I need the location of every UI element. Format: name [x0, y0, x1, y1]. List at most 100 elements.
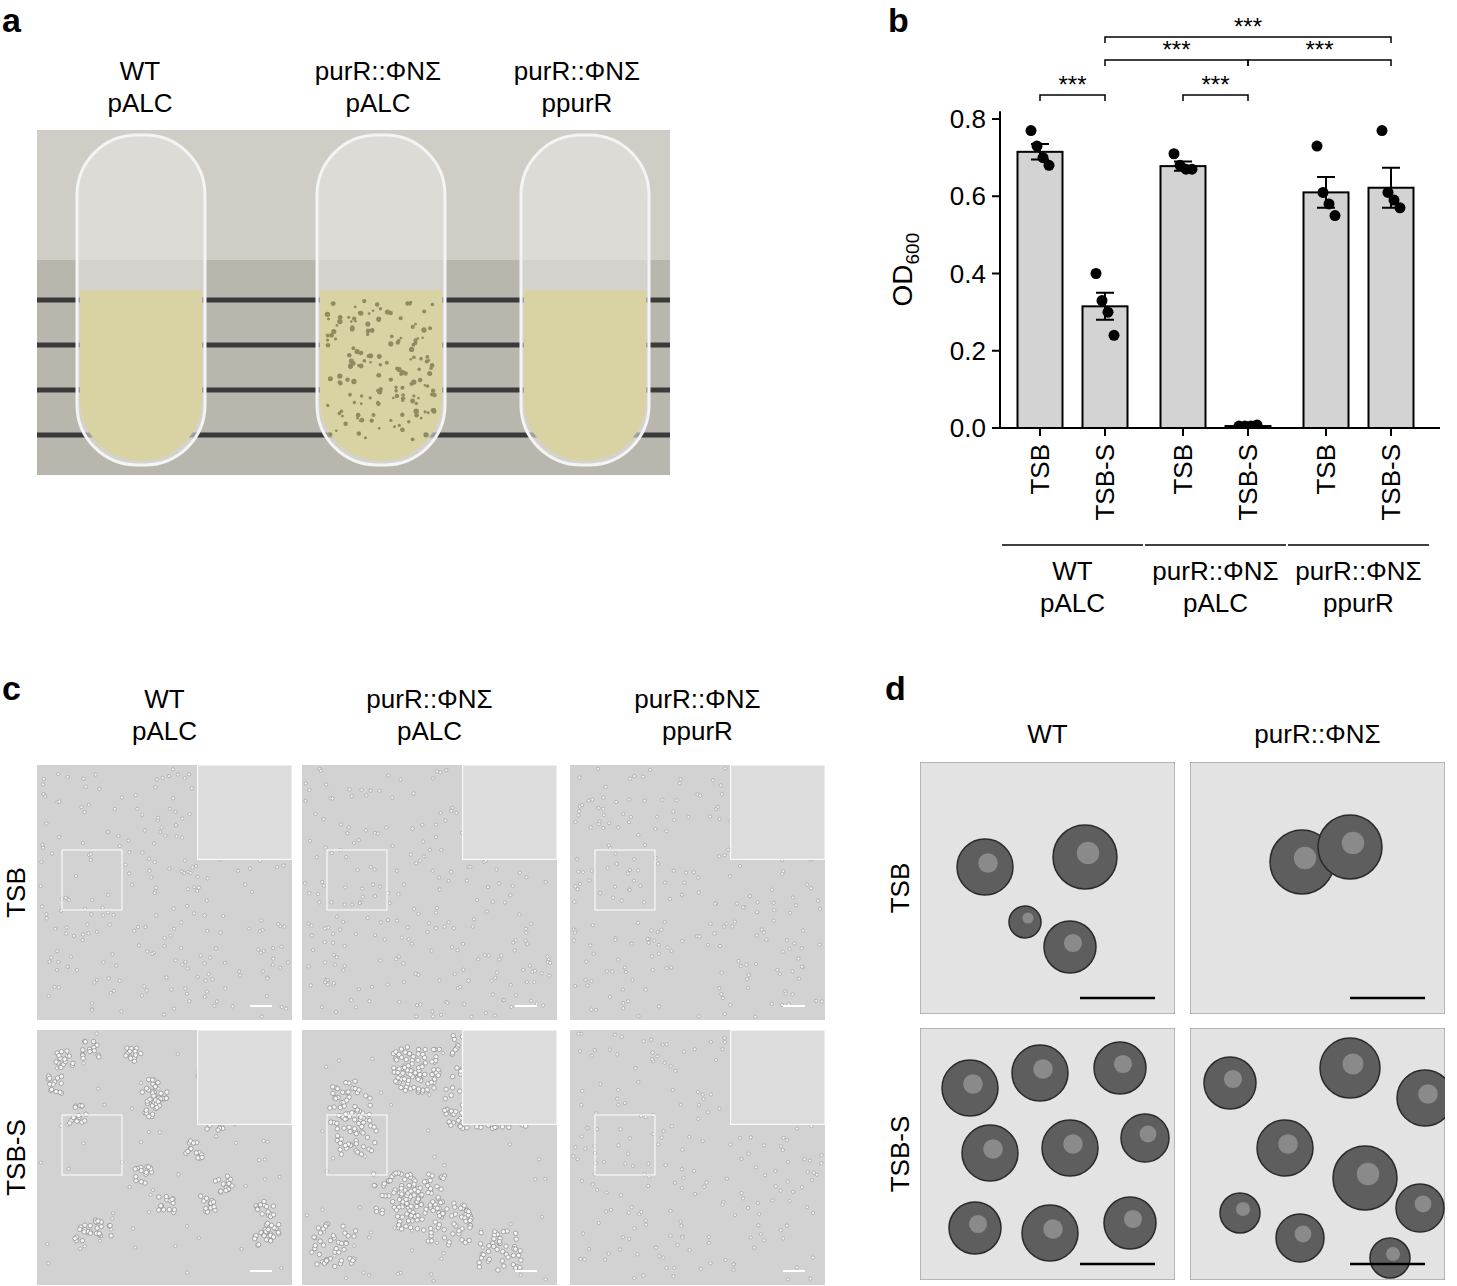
cell [637, 1014, 640, 1017]
cell [508, 1143, 511, 1146]
cell [322, 818, 325, 821]
cell [716, 805, 719, 808]
cell [373, 934, 376, 937]
cell [419, 1202, 423, 1206]
column-label: pALC [132, 716, 197, 746]
cell [165, 976, 168, 979]
x-tick-label: TSB [1311, 444, 1341, 495]
cell [74, 875, 77, 878]
cell [280, 1266, 283, 1269]
cell [442, 1228, 446, 1232]
cell [339, 1241, 343, 1245]
y-axis [999, 111, 1001, 428]
cell [816, 899, 819, 902]
cell [465, 879, 468, 882]
cell [120, 796, 123, 799]
cell [171, 1197, 175, 1201]
cell [333, 1096, 337, 1100]
cell [362, 1271, 365, 1274]
cell [444, 819, 447, 822]
data-point [1109, 330, 1120, 341]
cell [493, 1014, 496, 1017]
cell [185, 992, 188, 995]
cell [148, 1097, 152, 1101]
cell [330, 901, 333, 904]
cell [133, 1053, 137, 1057]
cell [544, 1278, 547, 1281]
cell [238, 970, 241, 973]
cell [357, 839, 360, 842]
cell [352, 842, 355, 845]
cell [379, 921, 382, 924]
cell [81, 1048, 85, 1052]
cell [328, 1106, 332, 1110]
cell [342, 1126, 346, 1130]
cell [464, 1219, 468, 1223]
cell [255, 1207, 259, 1211]
cell [403, 1088, 407, 1092]
cell [67, 898, 70, 901]
cell [428, 1093, 431, 1096]
aggregate [411, 325, 415, 329]
cell [344, 1098, 348, 1102]
cell [491, 900, 494, 903]
aggregate [431, 389, 435, 393]
cell [115, 964, 118, 967]
significance-label: *** [1234, 13, 1262, 40]
cell [157, 816, 160, 819]
cell [321, 1243, 325, 1247]
cell [137, 925, 140, 928]
cell [405, 1212, 409, 1216]
cell [631, 978, 634, 981]
cell [327, 926, 330, 929]
cell [364, 1094, 368, 1098]
cell [91, 898, 94, 901]
cell [404, 1057, 408, 1061]
cell [428, 1178, 432, 1182]
aggregate [427, 371, 432, 376]
cell [435, 770, 438, 773]
cell [477, 1265, 481, 1269]
aggregate [417, 368, 420, 371]
cell [502, 999, 505, 1002]
aggregate [421, 327, 426, 332]
y-tick [992, 427, 1000, 429]
cell [586, 984, 589, 987]
cell [538, 1158, 541, 1161]
aggregate [369, 396, 372, 399]
cell [442, 1252, 445, 1255]
data-point [1324, 198, 1335, 209]
cell [326, 978, 329, 981]
y-axis-label-subscript: 600 [902, 233, 923, 265]
cell [324, 927, 327, 930]
cell [339, 1137, 343, 1141]
aggregate [326, 404, 329, 407]
x-tick-label: TSB [1168, 444, 1198, 495]
cell [78, 1227, 82, 1231]
cell [385, 826, 388, 829]
cell [65, 932, 68, 935]
cell [654, 827, 657, 830]
cell [466, 1209, 470, 1213]
cell [373, 895, 376, 898]
micrograph [302, 765, 557, 1020]
group-label: WT [1052, 556, 1093, 586]
cell [152, 842, 155, 845]
cell [495, 868, 498, 871]
cell [211, 1200, 215, 1204]
aggregate [357, 364, 360, 367]
aggregate [335, 429, 338, 432]
cell [755, 962, 758, 965]
cell [410, 942, 413, 945]
cell [797, 957, 800, 960]
cell [339, 1259, 343, 1263]
cell [429, 1239, 433, 1243]
aggregate [366, 329, 371, 334]
cell [373, 831, 376, 834]
cell [310, 924, 313, 927]
aggregate [347, 353, 352, 358]
tube-label: WT [120, 56, 161, 86]
cell [80, 1104, 84, 1108]
cell [611, 896, 614, 899]
cell [305, 1214, 308, 1217]
